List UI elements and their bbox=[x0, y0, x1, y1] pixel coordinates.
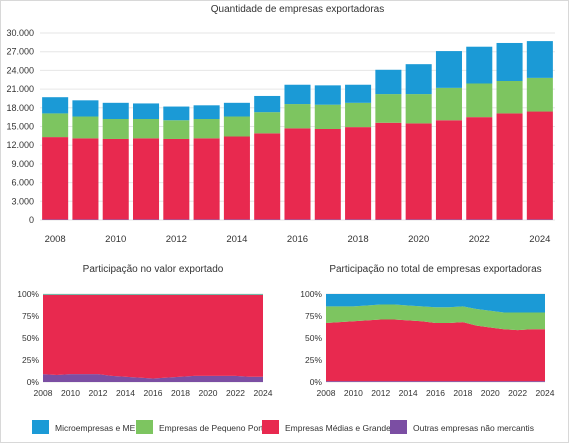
dashboard-frame bbox=[0, 0, 569, 443]
